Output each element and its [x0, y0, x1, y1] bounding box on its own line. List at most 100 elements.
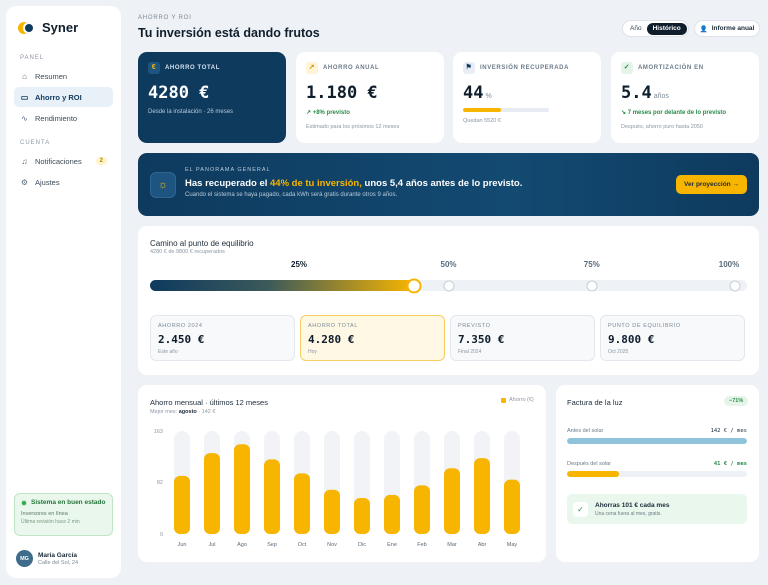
kpi-annual-label: AHORRO ANUAL: [323, 65, 380, 71]
period-option-year[interactable]: Año: [630, 24, 642, 32]
bill-after-label: Después del solar: [567, 461, 612, 467]
x-tick-label: Ene: [387, 542, 397, 548]
monthly-savings-card: Ahorro mensual · últimos 12 meses Mejor …: [138, 385, 546, 562]
page-eyebrow: AHORRO Y ROI: [138, 15, 192, 21]
sidebar-item-label: Notificaciones: [35, 156, 82, 166]
brand-logo-icon: [18, 21, 36, 34]
y-tick-label: 0: [160, 532, 163, 538]
banner-title: Has recuperado el 44% de tu inversión, u…: [185, 178, 523, 189]
electricity-bill-card: Factura de la luz −71% Antes del solar 14…: [556, 385, 759, 562]
kpi-amortization-label: AMORTIZACIÓN EN: [638, 65, 704, 71]
bar-feb[interactable]: [414, 485, 430, 534]
bar-ene[interactable]: [384, 494, 400, 534]
brand-name: Syner: [42, 20, 79, 35]
brand[interactable]: Syner: [14, 20, 113, 35]
sidebar-item-notificaciones[interactable]: ♫ Notificaciones 2: [14, 151, 113, 171]
kpi-annual-savings: ↗ AHORRO ANUAL 1.180 € ↗ +8% previsto Es…: [296, 52, 444, 143]
bar-sep[interactable]: [264, 459, 280, 534]
shield-check-icon: ✓: [621, 62, 633, 74]
person-icon: 👤: [699, 25, 708, 33]
bar-abr[interactable]: [474, 458, 490, 534]
saving-subtitle: Una cena fuera al mes, gratis.: [595, 510, 662, 517]
flag-icon: ⚑: [463, 62, 475, 74]
period-option-history[interactable]: Histórico: [646, 22, 687, 35]
stat-sub: Hoy: [308, 349, 317, 355]
bill-after-row: Después del solar 41 € / mes: [567, 461, 747, 477]
x-tick-label: Mar: [447, 542, 457, 548]
bar-nov[interactable]: [324, 489, 340, 534]
stat-label: AHORRO 2024: [158, 323, 203, 329]
banner-eyebrow: EL PANORAMA GENERAL: [185, 167, 271, 173]
x-tick-label: Sep: [267, 542, 277, 548]
breakeven-progress-track: [150, 278, 747, 293]
chart-subtitle: Mejor mes: agosto · 142 €: [150, 409, 216, 415]
kpi-amortization-foot: Después, ahorro puro hasta 2050: [621, 124, 703, 130]
bill-before-label: Antes del solar: [567, 428, 604, 434]
stat-label: PREVISTO: [458, 323, 491, 329]
system-status-detail: Última revisión hace 2 min: [21, 519, 80, 525]
annual-report-label: Informe anual: [711, 25, 755, 32]
user-name: María García: [38, 551, 78, 559]
breakeven-subtitle: 4280 € de 9800 € recuperados: [150, 249, 225, 255]
system-status-subtitle: Inversores en línea: [21, 511, 68, 517]
breakeven-stat-card: PREVISTO 7.350 € Final 2024: [450, 315, 595, 361]
page-title: Tu inversión está dando frutos: [138, 26, 320, 40]
user-address: Calle del Sol, 24: [38, 559, 79, 566]
legend-label: Ahorro (€): [509, 397, 534, 403]
bar-ago[interactable]: [234, 444, 250, 534]
stat-value: 4.280 €: [308, 333, 355, 346]
progress-current-marker[interactable]: [406, 278, 422, 293]
x-tick-label: Abr: [478, 542, 487, 548]
sidebar-item-label: Rendimiento: [35, 113, 78, 123]
milestone-label: 50%: [440, 260, 457, 269]
gear-icon: ⚙: [20, 177, 29, 187]
chart-title: Ahorro mensual · últimos 12 meses: [150, 398, 268, 407]
monthly-saving-box: ✓ Ahorras 101 € cada mes Una cena fuera …: [567, 494, 747, 524]
kpi-recovered-value: 44%: [463, 83, 492, 103]
sun-icon: ☼: [150, 172, 176, 198]
milestone-marker: [586, 280, 598, 291]
sidebar: Syner PANEL ⌂ Resumen ▭ Ahorro y ROI ∿ Rendim…: [6, 6, 121, 578]
sidebar-item-rendimiento[interactable]: ∿ Rendimiento: [14, 108, 113, 128]
bar-jul[interactable]: [204, 453, 220, 534]
system-status-card[interactable]: Sistema en buen estado Inversores en lín…: [14, 493, 113, 536]
milestone-marker: [443, 280, 454, 291]
status-dot-icon: [21, 499, 27, 506]
x-tick-label: Jun: [178, 542, 187, 548]
avatar: MG: [16, 550, 33, 567]
sidebar-section-account: CUENTA: [20, 140, 51, 146]
bar-oct[interactable]: [294, 473, 310, 534]
stat-value: 9.800 €: [608, 333, 655, 346]
bar-jun[interactable]: [174, 475, 190, 534]
pulse-icon: ∿: [21, 113, 28, 123]
bill-reduction-badge: −71%: [724, 396, 749, 406]
milestone-label: 25%: [290, 260, 308, 269]
sidebar-item-ajustes[interactable]: ⚙ Ajustes: [14, 172, 113, 192]
view-projection-button[interactable]: Ver proyección →: [676, 175, 747, 194]
period-toggle: Año Histórico: [622, 20, 689, 37]
stat-value: 7.350 €: [458, 333, 505, 346]
bar-dic[interactable]: [354, 497, 370, 534]
milestone-marker: [729, 280, 741, 291]
system-status-title: Sistema en buen estado: [31, 499, 106, 506]
x-tick-label: Ago: [237, 542, 247, 548]
savings-icon: ▭: [20, 92, 29, 102]
bar-mar[interactable]: [444, 468, 460, 534]
notification-count-badge: 2: [95, 157, 107, 165]
sidebar-item-ahorro-y-roi[interactable]: ▭ Ahorro y ROI: [14, 87, 113, 107]
bill-before-bar: [567, 438, 747, 444]
breakeven-stat-card: AHORRO 2024 2.450 € Este año: [150, 315, 295, 361]
annual-report-button[interactable]: 👤 Informe anual: [694, 20, 760, 37]
bar-may[interactable]: [504, 479, 520, 534]
kpi-recovered-foot: Quedan 5520 €: [463, 118, 501, 124]
sidebar-item-label: Resumen: [35, 71, 68, 81]
sidebar-item-label: Ahorro y ROI: [35, 92, 82, 102]
x-tick-label: Jul: [208, 542, 215, 548]
bill-title: Factura de la luz: [567, 398, 623, 407]
banner-subtitle: Cuando el sistema se haya pagado, cada k…: [185, 192, 398, 198]
sidebar-item-resumen[interactable]: ⌂ Resumen: [14, 66, 113, 86]
breakeven-card: Camino al punto de equilibrio 4280 € de …: [138, 226, 759, 375]
kpi-total-label: AHORRO TOTAL: [165, 65, 220, 71]
user-profile[interactable]: MG María García Calle del Sol, 24: [16, 550, 78, 567]
sidebar-section-panel: PANEL: [20, 55, 45, 61]
